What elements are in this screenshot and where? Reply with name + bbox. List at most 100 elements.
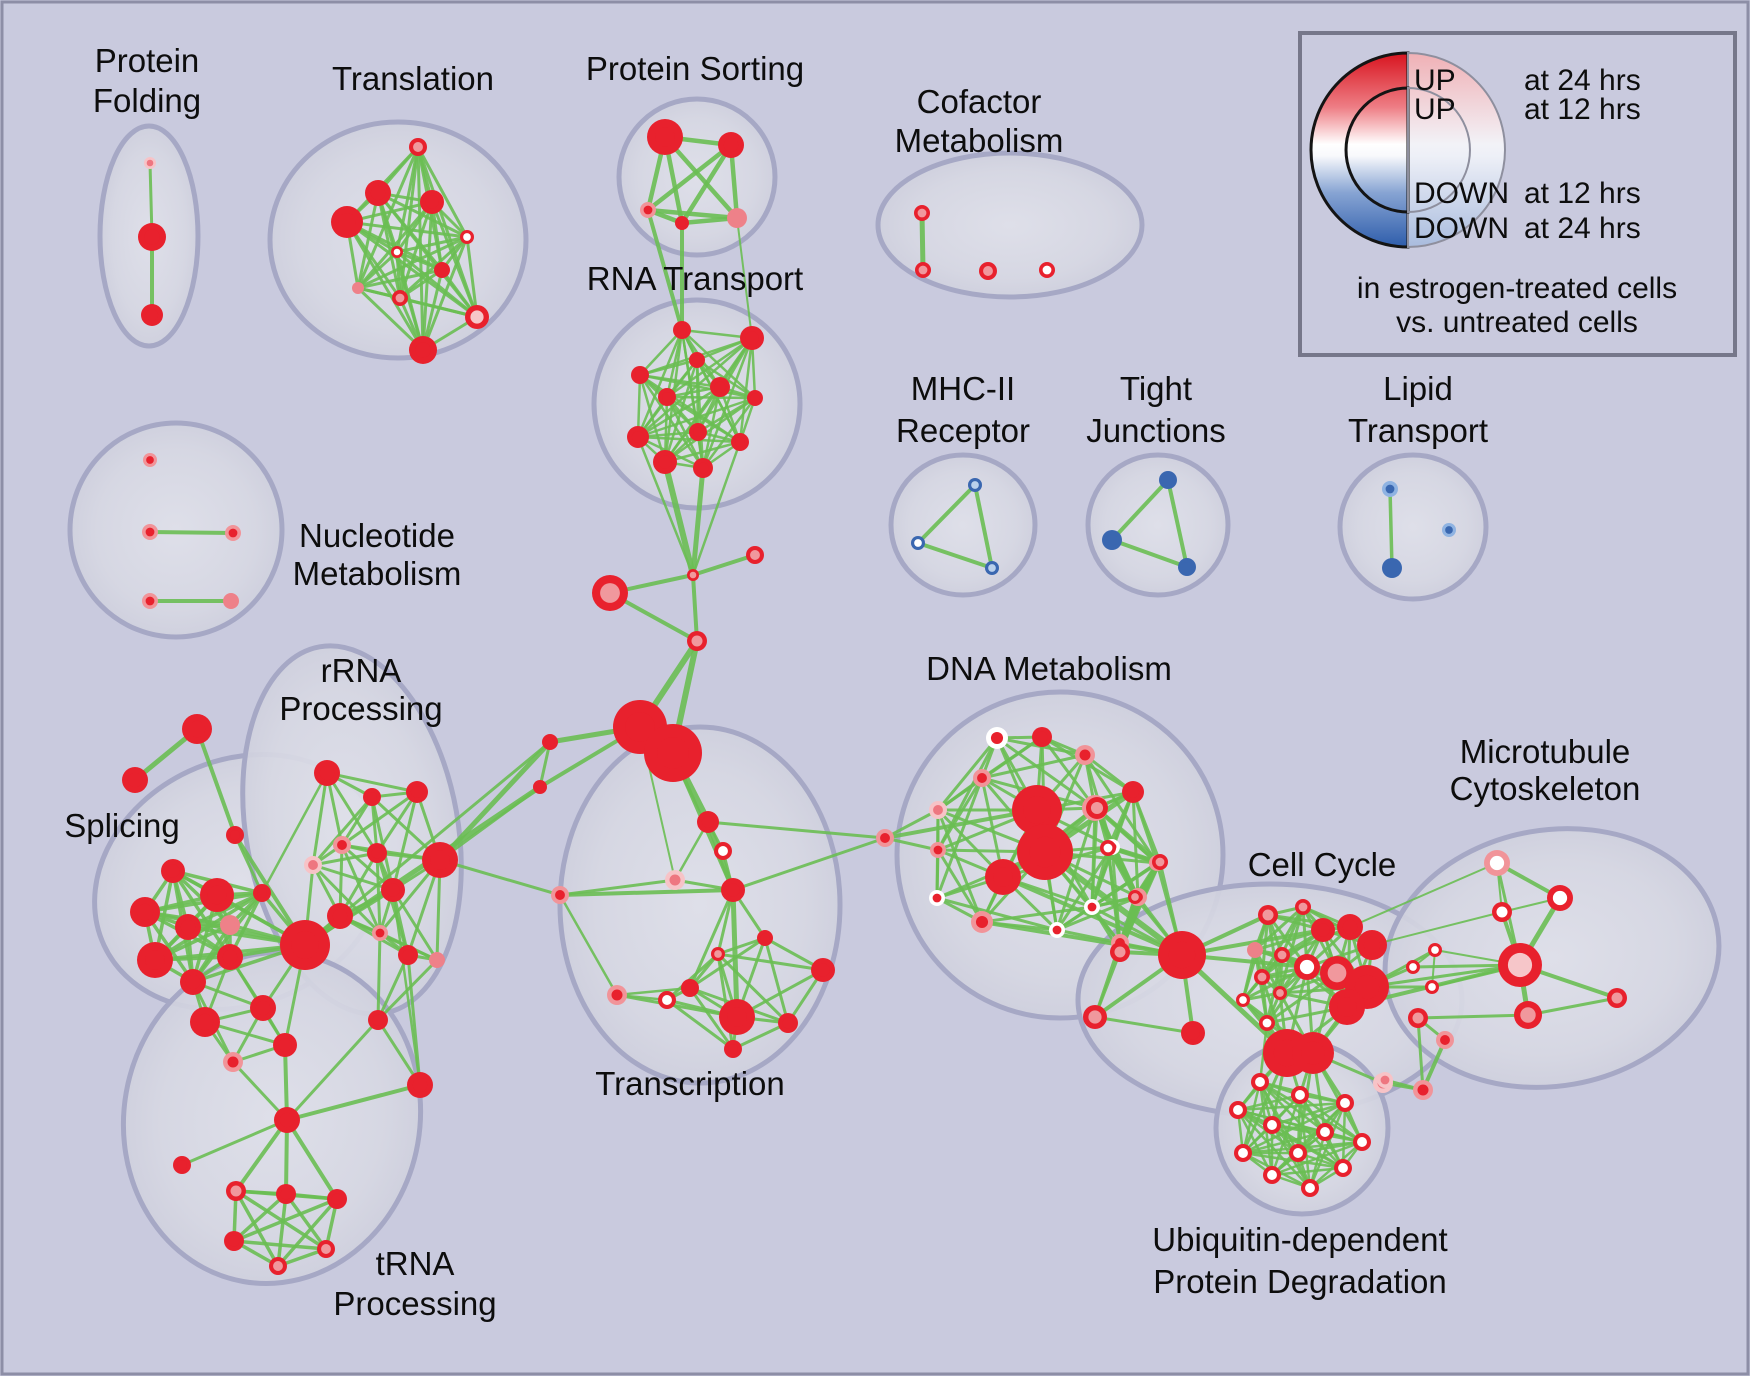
node-c23 bbox=[1259, 1015, 1275, 1031]
edge bbox=[980, 905, 1094, 924]
node-c8 bbox=[1181, 1021, 1205, 1045]
node-c20 bbox=[1236, 993, 1250, 1007]
node-center bbox=[555, 890, 565, 900]
node-chub bbox=[1158, 931, 1206, 979]
edge bbox=[665, 952, 720, 1002]
node-tn1 bbox=[173, 1156, 191, 1174]
edge bbox=[356, 235, 469, 290]
edge bbox=[234, 1118, 289, 1193]
edge bbox=[356, 145, 420, 290]
node-c22 bbox=[1329, 989, 1365, 1025]
edge bbox=[285, 1118, 339, 1201]
cluster-label-cofactor-metabolism: Metabolism bbox=[895, 122, 1064, 159]
node-center bbox=[222, 949, 238, 965]
edge bbox=[276, 1192, 288, 1268]
legend-direction-label: DOWN bbox=[1414, 177, 1509, 210]
node-center bbox=[338, 213, 356, 231]
edge bbox=[1270, 1093, 1302, 1177]
node-pf1 bbox=[144, 157, 156, 169]
node-center bbox=[144, 229, 160, 245]
node-center bbox=[662, 392, 672, 402]
node-center bbox=[1126, 785, 1140, 799]
node-m9 bbox=[1408, 1008, 1428, 1028]
edge bbox=[1236, 1093, 1302, 1112]
node-center bbox=[917, 208, 927, 218]
edge bbox=[935, 776, 984, 900]
edge bbox=[375, 790, 419, 855]
edge bbox=[1270, 1101, 1347, 1177]
node-p2 bbox=[200, 878, 234, 912]
node-center bbox=[714, 950, 722, 958]
node-d10 bbox=[930, 842, 946, 858]
node-l1 bbox=[1382, 481, 1398, 497]
node-c16 bbox=[1247, 942, 1263, 958]
legend-box bbox=[1298, 31, 1737, 357]
node-q7 bbox=[422, 842, 458, 878]
node-center bbox=[331, 1193, 343, 1205]
edge bbox=[171, 869, 232, 959]
node-center bbox=[386, 883, 400, 897]
edge bbox=[731, 836, 887, 892]
node-center bbox=[1417, 1084, 1429, 1096]
node-center bbox=[230, 830, 240, 840]
edge bbox=[375, 851, 382, 935]
node-center bbox=[1445, 526, 1453, 534]
node-tn3 bbox=[276, 1184, 296, 1204]
edge bbox=[1270, 1166, 1345, 1177]
node-center bbox=[1293, 1148, 1303, 1158]
cluster-label-nucleotide-metabolism: Metabolism bbox=[293, 555, 462, 592]
cluster-label-translation: Translation bbox=[332, 60, 494, 97]
node-center bbox=[1238, 1148, 1248, 1158]
node-center bbox=[432, 955, 442, 965]
node-center bbox=[760, 933, 770, 943]
node-tn7 bbox=[317, 1240, 335, 1258]
node-center bbox=[1257, 972, 1267, 982]
node-m4 bbox=[1428, 943, 1442, 957]
node-center bbox=[177, 1160, 187, 1170]
node-center bbox=[437, 265, 447, 275]
node-q11 bbox=[372, 925, 388, 941]
node-f3 bbox=[979, 262, 997, 280]
node-d1 bbox=[986, 727, 1008, 749]
edge bbox=[416, 145, 469, 239]
node-u3 bbox=[1336, 1094, 1354, 1112]
cluster-label-tight-junctions: Junctions bbox=[1086, 412, 1225, 449]
node-p6 bbox=[137, 942, 173, 978]
edge bbox=[662, 134, 740, 221]
node-center bbox=[1298, 902, 1308, 912]
cluster-label-lipid-transport: Transport bbox=[1348, 412, 1488, 449]
node-center bbox=[372, 1014, 384, 1026]
node-center bbox=[402, 949, 414, 961]
edge bbox=[690, 465, 706, 578]
edge bbox=[1296, 1140, 1364, 1155]
node-center bbox=[291, 931, 319, 959]
edge bbox=[465, 235, 479, 319]
node-center bbox=[932, 893, 942, 903]
node-m2 bbox=[1547, 885, 1573, 911]
edge bbox=[645, 142, 734, 213]
node-center bbox=[188, 720, 206, 738]
edge bbox=[936, 776, 984, 812]
cluster-label-ubiquitin-protein-degradation: Protein Degradation bbox=[1153, 1263, 1447, 1300]
edge bbox=[1371, 911, 1503, 946]
cluster-protein-sorting bbox=[616, 96, 778, 258]
node-c15 bbox=[1320, 956, 1354, 990]
node-t11 bbox=[409, 336, 437, 364]
node-p1 bbox=[130, 897, 160, 927]
node-c13 bbox=[1357, 930, 1387, 960]
edge bbox=[1166, 478, 1189, 569]
edge bbox=[636, 396, 757, 439]
edge bbox=[1388, 487, 1394, 570]
node-x7 bbox=[811, 958, 835, 982]
cluster-label-mhc-ii-receptor: Receptor bbox=[896, 412, 1030, 449]
node-q12 bbox=[398, 945, 418, 965]
edge bbox=[356, 286, 425, 352]
node-t6 bbox=[391, 246, 403, 258]
node-p5 bbox=[220, 915, 240, 935]
node-center bbox=[1363, 936, 1381, 954]
cluster-label-splicing: Splicing bbox=[64, 807, 180, 844]
node-h2 bbox=[911, 536, 925, 550]
legend-caption-line: vs. untreated cells bbox=[1396, 306, 1638, 339]
edge bbox=[195, 727, 237, 837]
